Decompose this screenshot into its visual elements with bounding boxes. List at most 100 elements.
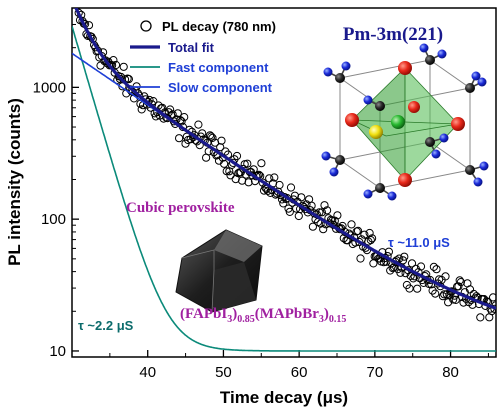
data-point bbox=[275, 180, 284, 190]
data-point bbox=[396, 268, 405, 277]
atom-nitrogen bbox=[471, 71, 481, 81]
y-tick-label: 10 bbox=[49, 343, 66, 360]
data-point bbox=[406, 271, 415, 280]
data-point bbox=[111, 60, 121, 70]
data-point bbox=[279, 199, 288, 208]
tau-fast-label: τ ~2.2 μS bbox=[78, 318, 134, 333]
data-point bbox=[441, 272, 450, 281]
data-point bbox=[432, 265, 441, 274]
data-point bbox=[409, 274, 418, 283]
atom-nitrogen bbox=[437, 49, 447, 59]
data-point bbox=[429, 262, 438, 271]
x-axis-title: Time decay (μs) bbox=[220, 388, 348, 407]
data-point bbox=[490, 304, 496, 313]
data-point bbox=[119, 62, 128, 71]
data-point bbox=[302, 200, 311, 209]
data-point bbox=[194, 120, 203, 129]
y-tick-label: 100 bbox=[41, 211, 66, 228]
x-tick-label: 80 bbox=[442, 364, 459, 381]
atom-nitrogen bbox=[363, 189, 373, 199]
atom-nitrogen bbox=[473, 177, 483, 187]
atom-yellow bbox=[369, 125, 383, 139]
data-point bbox=[438, 292, 447, 301]
data-point bbox=[320, 201, 329, 210]
data-point bbox=[347, 220, 356, 229]
data-point bbox=[489, 293, 496, 302]
data-point bbox=[405, 284, 414, 293]
phase-label: Cubic perovskite bbox=[126, 200, 235, 216]
data-point bbox=[356, 254, 365, 263]
legend-label-fast: Fast component bbox=[168, 60, 269, 75]
data-point bbox=[207, 132, 216, 141]
data-point bbox=[449, 295, 458, 304]
data-point bbox=[270, 173, 279, 182]
data-point bbox=[319, 225, 328, 234]
data-point bbox=[243, 159, 252, 168]
data-point bbox=[73, 8, 79, 9]
atom-green-center bbox=[391, 115, 405, 129]
space-group-label: Pm-3m(221) bbox=[343, 24, 443, 45]
atom-carbon bbox=[335, 155, 345, 165]
data-point bbox=[455, 276, 464, 285]
atom-nitrogen bbox=[439, 133, 449, 143]
data-point bbox=[416, 262, 426, 271]
atom-carbon bbox=[375, 183, 385, 193]
data-point bbox=[70, 0, 77, 5]
data-point bbox=[379, 258, 388, 267]
data-point bbox=[297, 193, 306, 202]
data-point bbox=[431, 289, 440, 298]
data-point bbox=[407, 259, 417, 268]
data-point bbox=[456, 278, 465, 287]
atom-nitrogen bbox=[323, 67, 333, 77]
data-point bbox=[384, 247, 393, 256]
x-tick-label: 40 bbox=[139, 364, 156, 381]
data-point bbox=[366, 236, 375, 245]
atom-nitrogen bbox=[479, 161, 489, 171]
atom-nitrogen bbox=[387, 191, 397, 201]
x-tick-label: 60 bbox=[291, 364, 308, 381]
atom-red bbox=[345, 113, 359, 127]
data-point bbox=[118, 82, 127, 91]
atom-nitrogen bbox=[363, 95, 373, 105]
x-tick-label: 50 bbox=[215, 364, 232, 381]
y-tick-label: 1000 bbox=[33, 79, 66, 96]
atom-carbon bbox=[465, 165, 475, 175]
data-point bbox=[263, 186, 272, 195]
fit-lines bbox=[72, 8, 496, 352]
data-point bbox=[308, 222, 317, 231]
data-point bbox=[413, 284, 422, 293]
atom-nitrogen bbox=[321, 151, 331, 161]
total-fit-line bbox=[74, 8, 496, 310]
legend-label-total-fit: Total fit bbox=[168, 40, 215, 55]
data-point bbox=[285, 207, 294, 216]
legend-label-pl-decay: PL decay (780 nm) bbox=[162, 19, 276, 34]
data-point bbox=[395, 254, 404, 263]
data-point bbox=[180, 113, 189, 122]
atom-carbon bbox=[335, 73, 345, 83]
x-axis-ticks: 40 50 60 70 80 bbox=[109, 350, 489, 381]
data-point bbox=[476, 313, 485, 322]
data-point bbox=[330, 216, 339, 225]
legend-marker-pl-decay bbox=[140, 20, 152, 32]
x-tick-label: 70 bbox=[367, 364, 384, 381]
data-point bbox=[232, 151, 242, 161]
y-axis-ticks: 10 100 1000 bbox=[33, 7, 79, 360]
data-point bbox=[317, 208, 326, 217]
formula-label: (FAPbI3)0.85(MAPbBr3)0.15 bbox=[180, 306, 346, 325]
data-point bbox=[339, 234, 348, 243]
data-point bbox=[244, 178, 253, 187]
data-point bbox=[307, 201, 316, 210]
data-point bbox=[249, 165, 258, 174]
data-point bbox=[401, 269, 410, 278]
fast-component-line bbox=[72, 25, 496, 352]
data-point bbox=[175, 134, 184, 143]
data-point bbox=[124, 75, 133, 84]
data-point bbox=[257, 159, 266, 168]
atom-nitrogen bbox=[477, 77, 487, 87]
data-point bbox=[216, 143, 225, 152]
atom-carbon bbox=[465, 83, 475, 93]
crystal-structure-inset: Pm-3m(221) bbox=[321, 24, 489, 201]
legend: PL decay (780 nm) Total fit Fast compone… bbox=[130, 19, 276, 95]
data-point bbox=[198, 129, 207, 138]
